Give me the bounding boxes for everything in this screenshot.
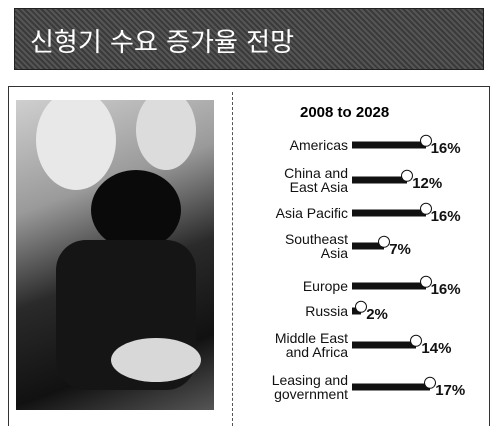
window [36,100,116,190]
end-marker [410,334,423,347]
bag [111,338,201,382]
value-label: 17% [435,381,466,399]
category-label: China and East Asia [284,165,348,195]
panel [8,86,490,426]
end-marker [419,275,432,288]
header-band [14,8,484,70]
divider [232,92,233,426]
bar [352,282,426,290]
category-label: Middle East and Africa [274,330,348,360]
value-label: 16% [430,280,461,298]
bar [352,176,408,184]
value-label: 16% [430,207,461,225]
value-label: 16% [430,139,461,157]
window [136,100,196,170]
category-label: Southeast Asia [284,231,348,261]
category-label: Leasing and government [271,372,348,402]
value-label: 12% [412,174,443,192]
category-label: Europe [302,278,348,294]
category-label: Asia Pacific [275,205,348,221]
end-marker [401,169,414,182]
bar [352,242,385,250]
end-marker [424,376,437,389]
value-label: 7% [389,240,411,258]
category-label: Russia [305,303,348,319]
bar [352,383,431,391]
end-marker [419,202,432,215]
end-marker [355,300,368,313]
photo [16,100,214,410]
bar [352,209,426,217]
category-label: Americas [289,137,348,153]
value-label: 2% [366,305,388,323]
chart-title: 2008 to 2028 [300,104,390,121]
photo-art [36,100,201,390]
value-label: 14% [421,339,452,357]
bar [352,141,426,149]
header-title: 신형기 수요 증가율 전망 [30,28,294,58]
person [91,170,181,250]
end-marker [419,134,432,147]
end-marker [378,235,391,248]
bar [352,341,417,349]
